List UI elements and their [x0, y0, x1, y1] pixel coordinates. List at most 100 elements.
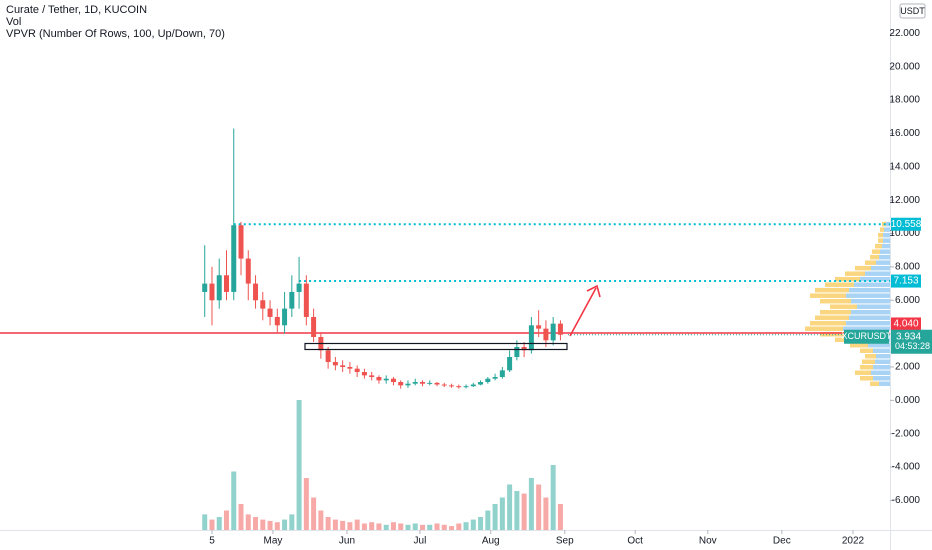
volume-bar: [550, 465, 556, 530]
volume-bar: [289, 514, 295, 530]
volume-bar: [332, 519, 338, 530]
vpvr-down: [855, 370, 871, 376]
volume-bar: [463, 522, 469, 530]
y-tick-label: 2.000: [895, 362, 920, 373]
vpvr-up: [854, 282, 890, 287]
vpvr-down: [860, 348, 873, 354]
volume-bar: [202, 514, 208, 530]
vpvr-up: [851, 298, 890, 304]
vpvr-up: [886, 221, 890, 227]
volume-bar: [419, 524, 425, 530]
candle-body: [492, 377, 498, 379]
vpvr-up: [879, 381, 890, 387]
vpvr-down: [830, 304, 857, 309]
volume-bar: [274, 522, 280, 530]
volume-bar: [347, 522, 353, 530]
vpvr-down: [878, 232, 883, 238]
x-tick-label: Dec: [773, 536, 791, 547]
vpvr-up: [882, 243, 890, 249]
y-tick-label: -2.000: [892, 428, 921, 439]
candle-body: [282, 308, 288, 326]
candle-body: [361, 372, 367, 376]
volume-bar: [282, 519, 288, 530]
indicator-label: VPVR (Number Of Rows, 100, Up/Down, 70): [6, 28, 225, 40]
candle-body: [419, 382, 425, 384]
vpvr-up: [851, 309, 890, 315]
vpvr-down: [820, 331, 851, 337]
candle-body: [485, 378, 491, 383]
y-tick-label: 14.000: [889, 161, 920, 172]
volume-bar: [245, 514, 251, 530]
y-tick-label: 18.000: [889, 95, 920, 106]
candle-body: [463, 386, 469, 388]
candle-body: [398, 382, 404, 386]
vpvr-down: [845, 271, 865, 276]
vpvr-down: [805, 326, 843, 331]
candle-body: [332, 362, 338, 366]
vpvr-up: [843, 326, 890, 331]
vpvr-down: [850, 342, 868, 348]
volume-bar: [434, 523, 440, 530]
vpvr-up: [873, 365, 890, 370]
vpvr-down: [870, 254, 879, 260]
candle-body: [528, 325, 534, 351]
price-level-label: 10.558: [891, 219, 922, 230]
candle-body: [376, 377, 382, 381]
candle-body: [274, 316, 280, 326]
currency: USDT: [900, 6, 925, 16]
volume-bar: [325, 517, 331, 530]
vpvr-down: [872, 249, 880, 254]
candle-body: [253, 283, 259, 301]
y-tick-label: 12.000: [889, 195, 920, 206]
price-level-badge: [891, 217, 921, 231]
candle-body: [296, 283, 302, 292]
candle-body: [427, 382, 433, 384]
vpvr-up: [871, 370, 890, 376]
vpvr-down: [860, 376, 873, 381]
volume-bar: [267, 520, 273, 530]
candle-body: [412, 382, 418, 384]
candle-body: [216, 275, 222, 301]
x-tick-label: Oct: [627, 536, 643, 547]
y-tick-label: -6.000: [892, 495, 921, 506]
vpvr-up: [857, 304, 890, 309]
y-tick-label: 20.000: [889, 61, 920, 72]
volume-bar: [543, 497, 549, 530]
y-tick-label: 6.000: [895, 295, 920, 306]
vpvr-up: [846, 293, 890, 298]
candle-body: [449, 385, 455, 387]
volume-bar: [340, 520, 346, 530]
volume-bar: [231, 471, 237, 530]
y-tick-label: -4.000: [892, 462, 921, 473]
volume-bar: [405, 524, 411, 530]
drawn-arrow-head: [586, 284, 601, 298]
candle-body: [347, 367, 353, 369]
vpvr-up: [846, 320, 890, 326]
candle-body: [267, 308, 273, 317]
vpvr-up: [876, 260, 890, 265]
axes: -6.000-4.000-2.0000.0002.0004.0006.0008.…: [209, 28, 932, 547]
x-tick-label: Nov: [699, 536, 717, 547]
volume-bar: [478, 517, 484, 530]
volume-bar: [412, 523, 418, 530]
last-price-badge: [891, 329, 932, 354]
candle-body: [405, 383, 411, 386]
candle-body: [202, 283, 208, 292]
vpvr-down: [820, 298, 851, 304]
volume-bar: [507, 484, 513, 530]
vpvr-down: [862, 359, 875, 365]
volume-bar: [441, 524, 447, 530]
candle-body: [383, 378, 389, 381]
volume-bar: [456, 523, 462, 530]
candle-body: [550, 323, 556, 341]
candle-body: [521, 346, 527, 351]
candle-body: [325, 350, 331, 363]
volume-bar: [209, 519, 215, 530]
volume-bar: [296, 400, 302, 530]
vpvr-down: [865, 260, 876, 265]
symbol-badge: [844, 329, 889, 344]
vpvr-up: [880, 249, 890, 254]
drawn-arrow: [569, 287, 597, 337]
vpvr-up: [865, 271, 890, 276]
volume-bar: [383, 524, 389, 530]
